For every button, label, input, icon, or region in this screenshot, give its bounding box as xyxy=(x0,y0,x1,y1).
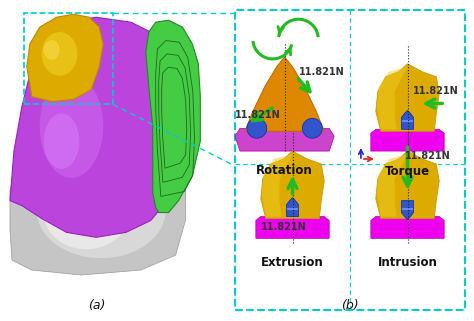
Polygon shape xyxy=(376,151,439,219)
Polygon shape xyxy=(376,64,439,131)
Polygon shape xyxy=(302,118,322,138)
Polygon shape xyxy=(27,14,103,101)
Polygon shape xyxy=(44,113,79,169)
Text: 11.821N: 11.821N xyxy=(412,86,458,96)
Text: 11.821N: 11.821N xyxy=(404,151,450,161)
Polygon shape xyxy=(287,198,299,216)
Polygon shape xyxy=(235,128,334,151)
Text: 11.821N: 11.821N xyxy=(261,222,307,232)
Bar xyxy=(24,13,113,105)
Polygon shape xyxy=(263,62,284,128)
Polygon shape xyxy=(256,216,329,238)
Polygon shape xyxy=(377,154,408,216)
Polygon shape xyxy=(42,32,77,76)
Text: Intrusion: Intrusion xyxy=(378,256,438,269)
Text: Extrusion: Extrusion xyxy=(261,256,324,269)
Polygon shape xyxy=(247,118,267,138)
Polygon shape xyxy=(121,166,161,215)
Polygon shape xyxy=(10,141,185,275)
Polygon shape xyxy=(45,182,128,249)
Text: Torque: Torque xyxy=(385,165,430,178)
Polygon shape xyxy=(401,110,413,129)
Text: 11.821N: 11.821N xyxy=(299,67,344,77)
Polygon shape xyxy=(245,57,324,131)
Polygon shape xyxy=(146,20,201,213)
Polygon shape xyxy=(40,75,103,178)
Polygon shape xyxy=(55,195,98,230)
Polygon shape xyxy=(371,129,444,151)
Polygon shape xyxy=(371,216,444,238)
Polygon shape xyxy=(262,154,292,216)
Polygon shape xyxy=(37,163,165,258)
Polygon shape xyxy=(401,201,413,220)
Polygon shape xyxy=(44,40,60,60)
Polygon shape xyxy=(10,17,185,237)
Text: Rotation: Rotation xyxy=(256,164,313,177)
Bar xyxy=(235,10,465,310)
Text: (b): (b) xyxy=(341,299,359,312)
Text: (a): (a) xyxy=(88,299,105,312)
Polygon shape xyxy=(377,67,408,129)
Polygon shape xyxy=(261,151,324,219)
Text: 11.821N: 11.821N xyxy=(235,110,281,120)
